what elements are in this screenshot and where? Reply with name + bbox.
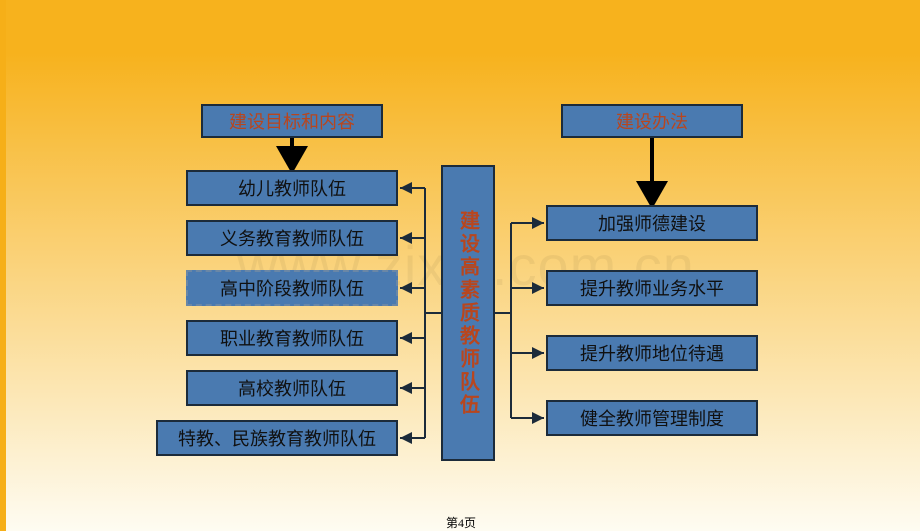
left-item-0: 幼儿教师队伍 xyxy=(186,170,398,206)
left-item-4: 高校教师队伍 xyxy=(186,370,398,406)
right-header-box-label: 建设办法 xyxy=(616,108,688,134)
left-item-3: 职业教育教师队伍 xyxy=(186,320,398,356)
left-item-5-label: 特教、民族教育教师队伍 xyxy=(178,425,376,451)
right-item-3-label: 健全教师管理制度 xyxy=(580,405,724,431)
left-item-2-label: 高中阶段教师队伍 xyxy=(220,275,364,301)
left-item-0-label: 幼儿教师队伍 xyxy=(238,175,346,201)
left-item-1-label: 义务教育教师队伍 xyxy=(220,225,364,251)
left-item-4-label: 高校教师队伍 xyxy=(238,375,346,401)
right-item-3: 健全教师管理制度 xyxy=(546,400,758,436)
left-item-5: 特教、民族教育教师队伍 xyxy=(156,420,398,456)
right-item-0-label: 加强师德建设 xyxy=(598,210,706,236)
page-number: 第4页 xyxy=(446,514,476,531)
right-item-1: 提升教师业务水平 xyxy=(546,270,758,306)
right-item-0: 加强师德建设 xyxy=(546,205,758,241)
right-item-2-label: 提升教师地位待遇 xyxy=(580,340,724,366)
right-item-2: 提升教师地位待遇 xyxy=(546,335,758,371)
left-item-3-label: 职业教育教师队伍 xyxy=(220,325,364,351)
slide: 第4页 www.zixin.com.cn建设目标和内容建设办法幼儿教师队伍义务教… xyxy=(0,0,920,531)
left-header-box-label: 建设目标和内容 xyxy=(229,108,355,134)
left-item-1: 义务教育教师队伍 xyxy=(186,220,398,256)
center-box-label: 建设高素质教师队伍 xyxy=(454,210,483,417)
right-header-box: 建设办法 xyxy=(561,104,743,138)
center-box: 建设高素质教师队伍 xyxy=(441,165,495,461)
right-item-1-label: 提升教师业务水平 xyxy=(580,275,724,301)
left-item-2: 高中阶段教师队伍 xyxy=(186,270,398,306)
left-header-box: 建设目标和内容 xyxy=(201,104,383,138)
